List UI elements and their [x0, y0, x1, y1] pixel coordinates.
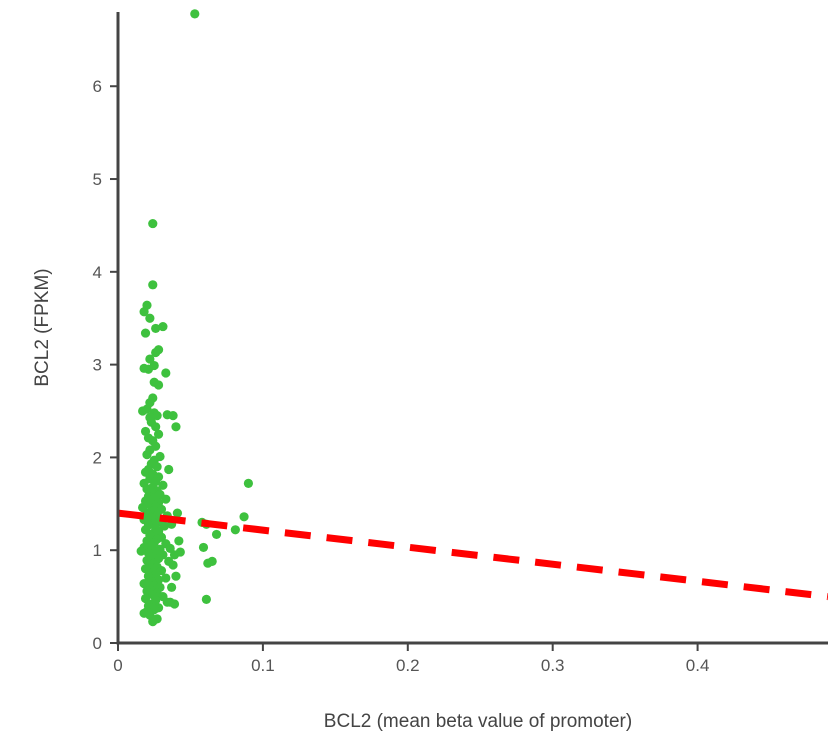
data-point — [158, 321, 168, 332]
data-point — [171, 422, 181, 432]
data-point — [139, 579, 149, 589]
data-point — [243, 478, 254, 488]
data-point — [148, 617, 158, 627]
data-point — [161, 573, 171, 583]
data-point — [142, 450, 152, 460]
data-point — [164, 464, 174, 475]
data-point — [139, 307, 149, 317]
data-point — [230, 525, 240, 535]
data-point — [145, 354, 155, 364]
x-tick-label: 0.1 — [251, 656, 275, 675]
data-point — [162, 597, 172, 607]
data-point — [171, 571, 181, 581]
data-point — [239, 512, 249, 522]
data-point — [161, 368, 171, 378]
data-point — [198, 542, 209, 553]
data-point — [140, 593, 151, 604]
data-point — [151, 323, 161, 334]
y-axis-title: BCL2 (FPKM) — [32, 268, 53, 386]
trendline — [117, 509, 828, 601]
y-tick-label: 5 — [93, 170, 102, 189]
x-axis-title: BCL2 (mean beta value of promoter) — [324, 711, 632, 732]
data-point — [152, 462, 162, 472]
y-tick-label: 0 — [93, 634, 102, 653]
data-point — [165, 543, 175, 553]
data-point — [190, 9, 200, 19]
data-point — [140, 467, 151, 477]
data-point — [148, 218, 158, 229]
x-tick-label: 0.4 — [686, 656, 710, 675]
data-point — [153, 429, 164, 439]
y-tick-label: 1 — [93, 541, 102, 560]
data-point — [140, 328, 151, 338]
data-point — [145, 313, 155, 323]
data-point — [152, 411, 162, 421]
data-point — [151, 347, 161, 358]
data-point — [161, 494, 171, 504]
data-point — [148, 280, 158, 290]
x-tick-label: 0.2 — [396, 656, 420, 675]
data-point — [172, 508, 183, 518]
data-points — [136, 9, 254, 627]
data-point — [151, 422, 161, 432]
data-point — [136, 546, 146, 556]
data-point — [138, 406, 148, 416]
x-axis-ticks: 0 0.1 0.2 0.3 0.4 — [113, 643, 709, 675]
data-point — [158, 480, 168, 490]
y-tick-label: 3 — [93, 356, 102, 375]
data-point — [211, 529, 222, 540]
data-point — [169, 599, 180, 609]
data-point — [153, 380, 164, 390]
y-tick-label: 4 — [93, 263, 102, 282]
x-tick-label: 0.3 — [541, 656, 565, 675]
data-point — [168, 411, 178, 421]
data-point — [174, 536, 184, 546]
data-point — [207, 556, 217, 566]
y-axis-ticks: 0 1 2 3 4 5 6 — [93, 77, 118, 653]
data-point — [168, 560, 178, 570]
y-tick-label: 6 — [93, 77, 102, 96]
data-point — [140, 564, 151, 574]
x-tick-label: 0 — [113, 656, 122, 675]
data-point — [159, 521, 169, 531]
data-point — [201, 594, 211, 604]
data-point — [175, 547, 185, 557]
data-point — [143, 364, 154, 374]
y-tick-label: 2 — [93, 448, 102, 467]
data-point — [167, 582, 177, 592]
